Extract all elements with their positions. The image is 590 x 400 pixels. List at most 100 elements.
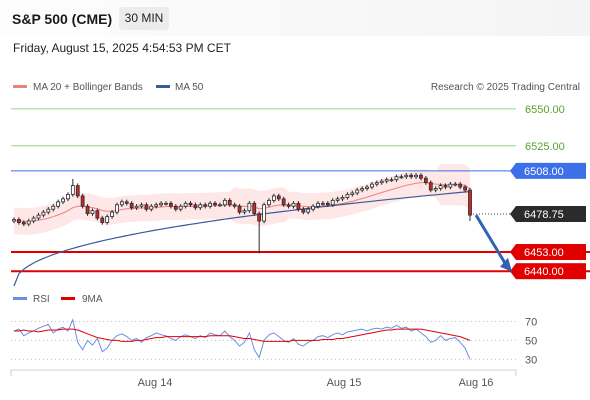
candle-body bbox=[178, 205, 183, 210]
rsi-legend-swatch bbox=[13, 297, 27, 300]
candle-body bbox=[286, 204, 291, 207]
candle-body bbox=[75, 185, 80, 197]
candle-body bbox=[227, 199, 232, 206]
x-axis-label-aug-16: Aug 16 bbox=[459, 377, 494, 389]
candle-body bbox=[325, 202, 330, 206]
candle-body bbox=[134, 205, 139, 209]
candle-body bbox=[70, 185, 75, 195]
candle-body bbox=[85, 205, 90, 215]
rsi-tick-30: 30 bbox=[525, 354, 537, 366]
bollinger-band bbox=[14, 163, 470, 235]
candle-body bbox=[340, 197, 345, 200]
candle-body bbox=[110, 211, 114, 217]
candle-body bbox=[80, 195, 85, 207]
candle-body bbox=[222, 199, 227, 206]
candle-body bbox=[463, 186, 467, 191]
candle-body bbox=[311, 205, 315, 210]
candle-body bbox=[281, 198, 286, 206]
rsi-legend-label: RSI bbox=[33, 294, 50, 305]
candle-body bbox=[17, 219, 21, 223]
level-tag-pointer-6453.00 bbox=[510, 244, 516, 261]
candle-body bbox=[404, 174, 409, 178]
candle-body bbox=[360, 188, 365, 191]
candle-body bbox=[247, 202, 252, 212]
candle-body bbox=[183, 202, 188, 207]
candle-body bbox=[301, 208, 306, 213]
x-axis-label-aug-15: Aug 15 bbox=[327, 377, 362, 389]
candle-body bbox=[193, 204, 198, 209]
level-tag-pointer-6508.00 bbox=[510, 162, 516, 179]
candle-body bbox=[164, 202, 168, 205]
candle-body bbox=[139, 204, 144, 207]
candle-body bbox=[394, 176, 399, 181]
candle-body bbox=[448, 183, 453, 188]
ma50-line bbox=[13, 190, 471, 287]
candle-body bbox=[433, 188, 438, 191]
datetime-label: Friday, August 15, 2025 4:54:53 PM CET bbox=[13, 41, 231, 55]
candle-body bbox=[316, 202, 320, 207]
candle-body bbox=[428, 182, 433, 191]
candle-body bbox=[31, 217, 36, 222]
credit-label: Research © 2025 Trading Central bbox=[431, 82, 580, 93]
candle-body bbox=[379, 180, 384, 184]
ma50-legend-label: MA 50 bbox=[175, 82, 204, 93]
candle-body bbox=[291, 202, 296, 207]
symbol-title: S&P 500 (CME) bbox=[12, 11, 113, 27]
level-tag-6440.00 bbox=[516, 263, 586, 280]
timeframe-badge[interactable]: 30 MIN bbox=[119, 7, 169, 30]
candle-body bbox=[409, 174, 414, 178]
candle-body bbox=[423, 177, 428, 184]
candle-body bbox=[370, 183, 374, 188]
candle-body bbox=[389, 179, 394, 182]
candle-body bbox=[56, 201, 61, 207]
candle-body bbox=[384, 179, 389, 182]
candle-body bbox=[419, 174, 423, 179]
candle-body bbox=[90, 210, 95, 215]
forecast-arrow-line bbox=[474, 214, 508, 266]
candle-body bbox=[115, 204, 119, 213]
candle-body bbox=[208, 202, 213, 207]
rsi-line bbox=[13, 318, 471, 360]
candle-body bbox=[154, 204, 159, 207]
rsi-tick-50: 50 bbox=[525, 335, 537, 347]
rsi-panel: 70 50 30 bbox=[11, 317, 537, 366]
candle-body bbox=[26, 220, 31, 225]
candle-body bbox=[414, 174, 418, 178]
candle-body bbox=[36, 214, 41, 219]
ma9-legend-swatch bbox=[61, 297, 75, 300]
ma9-legend-label: 9MA bbox=[82, 294, 103, 305]
candle-body bbox=[66, 194, 70, 200]
level-tag-pointer-6478.75 bbox=[510, 206, 516, 223]
candle-body bbox=[453, 183, 458, 186]
level-tag-6453.00 bbox=[516, 244, 586, 261]
candle-body bbox=[330, 199, 335, 206]
candle-body bbox=[267, 199, 271, 206]
candle-body bbox=[124, 201, 129, 204]
candle-body bbox=[51, 205, 56, 210]
candle-body bbox=[321, 202, 325, 205]
candle-body bbox=[12, 219, 16, 222]
forecast-arrow-head bbox=[500, 257, 512, 272]
candle-body bbox=[159, 202, 163, 206]
candle-body bbox=[129, 202, 134, 209]
candle-body bbox=[374, 182, 379, 185]
level-label-6478.75: 6478.75 bbox=[524, 209, 564, 221]
rsi-ma9-line bbox=[14, 328, 471, 342]
level-tag-6508.00 bbox=[516, 162, 586, 179]
price-panel: 6550.00 6525.00 6508.00 6478.75 6453.00 6440.… bbox=[11, 104, 590, 287]
candle-body bbox=[105, 216, 110, 223]
ma20-line bbox=[13, 182, 471, 222]
candle-body bbox=[350, 192, 355, 195]
candle-body bbox=[335, 198, 340, 201]
candle-body bbox=[296, 202, 301, 210]
candle-body bbox=[262, 204, 266, 222]
rsi-tick-70: 70 bbox=[525, 317, 537, 329]
level-tag-pointer-6440.00 bbox=[510, 263, 516, 280]
candle-body bbox=[443, 185, 448, 188]
candle-body bbox=[61, 198, 65, 203]
candle-body bbox=[365, 186, 369, 189]
ma20-legend-swatch bbox=[13, 85, 27, 88]
candle-body bbox=[355, 189, 360, 194]
level-label-6550.00: 6550.00 bbox=[525, 104, 565, 116]
